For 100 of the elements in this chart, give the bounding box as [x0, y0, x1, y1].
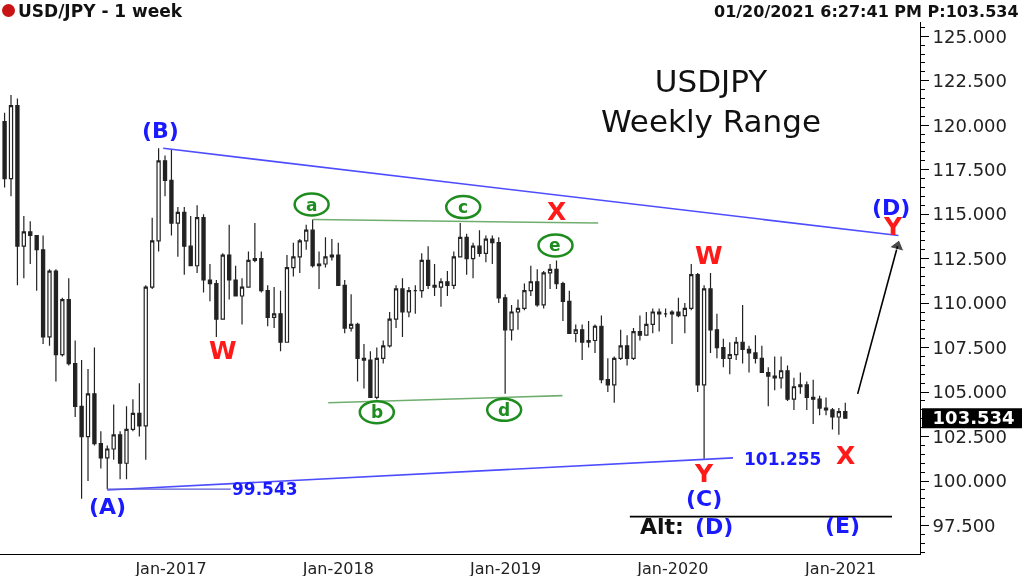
candlestick: [432, 263, 437, 297]
candlestick: [361, 343, 367, 390]
candlestick: [419, 252, 424, 299]
candlestick: [727, 341, 732, 375]
candlestick: [284, 254, 290, 343]
candlestick: [746, 345, 752, 374]
candlestick: [150, 217, 155, 290]
y-tick-label: 110.000: [932, 292, 1008, 314]
candlestick: [368, 350, 373, 399]
candlestick: [567, 290, 572, 334]
candlestick: [592, 323, 598, 354]
candlestick: [53, 268, 59, 383]
candlestick: [573, 323, 578, 343]
candlestick: [843, 402, 848, 420]
candlestick: [631, 327, 636, 361]
annotation: 99.543: [232, 479, 298, 499]
candlestick: [137, 382, 142, 438]
candlestick: [650, 307, 655, 334]
candlestick: [669, 309, 675, 345]
candlestick: [92, 347, 97, 447]
annotation: 101.255: [744, 449, 822, 469]
annotation: X: [836, 441, 856, 470]
candlestick: [451, 250, 456, 290]
candlestick: [111, 403, 116, 461]
candlestick: [599, 314, 604, 384]
candlestick: [502, 293, 508, 395]
candlestick: [644, 311, 649, 336]
candlestick: [528, 265, 533, 297]
y-tick-label: 122.500: [932, 70, 1008, 92]
candlestick: [637, 314, 643, 342]
candlestick: [657, 307, 662, 333]
candlestick: [8, 94, 14, 197]
candlestick: [297, 238, 302, 274]
y-tick-label: 117.500: [932, 158, 1008, 180]
candlestick: [470, 242, 476, 279]
candlestick: [791, 377, 797, 411]
candlestick: [60, 297, 65, 358]
candlestick: [586, 320, 591, 349]
text: USDJPY Weekly Range: [601, 63, 821, 140]
candlestick: [79, 359, 84, 500]
annotation: d: [498, 400, 511, 420]
text: 01/20/2021 6:27:41 PM P:103.534: [714, 2, 1019, 21]
candlestick: [291, 242, 296, 278]
candlestick: [66, 277, 71, 366]
candlestick: [541, 270, 546, 310]
annotation: (C): [686, 486, 723, 511]
candlestick: [207, 263, 213, 302]
candlestick: [143, 284, 148, 461]
candlestick: [772, 355, 777, 391]
candlestick: [47, 268, 52, 347]
candlestick: [624, 334, 630, 366]
candlestick: [689, 263, 694, 311]
candlestick: [753, 334, 758, 365]
candlestick: [278, 290, 283, 352]
annotation: (D): [695, 514, 734, 539]
candlestick: [701, 284, 707, 460]
candlestick: [162, 154, 168, 197]
candlestick: [490, 234, 495, 265]
candlestick: [194, 204, 200, 274]
candlestick: [605, 357, 610, 393]
candlestick: [130, 398, 136, 432]
candlestick: [220, 252, 225, 320]
candlestick: [547, 263, 553, 290]
candlestick: [406, 286, 412, 318]
candlestick: [778, 355, 784, 390]
candlestick: [663, 307, 668, 318]
candlestick: [73, 339, 78, 418]
candlestick: [515, 298, 521, 331]
candlestick: [830, 407, 835, 431]
candlestick: [522, 282, 527, 311]
candlestick: [214, 279, 219, 338]
candlestick: [612, 355, 617, 404]
candlestick: [618, 329, 623, 361]
candlestick: [233, 265, 238, 297]
candlestick: [387, 311, 392, 349]
annotation: a: [306, 195, 318, 215]
candlestick: [579, 323, 585, 361]
candlestick: [817, 395, 822, 416]
annotation: (B): [142, 118, 179, 143]
candlestick: [393, 284, 399, 329]
candlestick: [175, 206, 181, 258]
candlestick: [227, 224, 232, 301]
annotation: b: [371, 402, 384, 422]
candlestick: [169, 149, 174, 237]
y-tick-label: 97.500: [932, 514, 996, 536]
candlestick: [445, 270, 450, 297]
annotation: e: [549, 235, 561, 255]
candlestick: [413, 284, 418, 315]
candlestick: [804, 380, 809, 411]
candlestick: [252, 222, 258, 263]
candlestick: [695, 272, 700, 393]
candlestick: [438, 277, 444, 308]
annotation: W: [209, 336, 237, 365]
annotation: (A): [89, 494, 127, 519]
candlestick: [239, 277, 245, 326]
y-tick-label: 107.500: [932, 336, 1008, 358]
y-tick-label: 120.000: [932, 114, 1008, 136]
chart-title: USD/JPY - 1 week: [18, 0, 183, 21]
candlestick: [117, 430, 123, 480]
candlestick: [40, 234, 46, 345]
